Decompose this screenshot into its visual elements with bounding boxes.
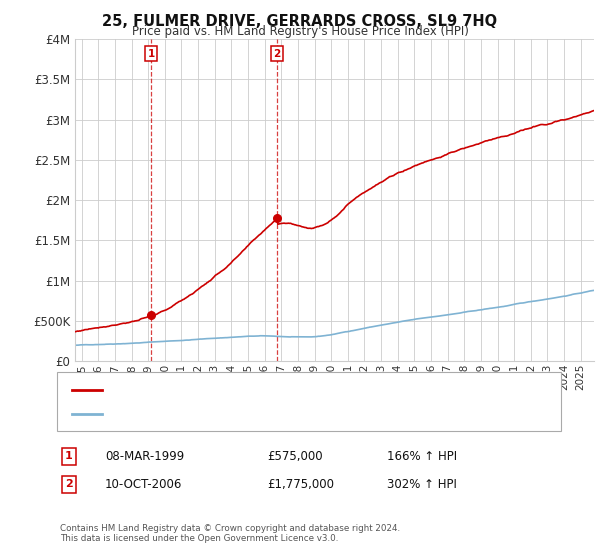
Text: 25, FULMER DRIVE, GERRARDS CROSS, SL9 7HQ: 25, FULMER DRIVE, GERRARDS CROSS, SL9 7H… — [103, 14, 497, 29]
Text: £1,775,000: £1,775,000 — [267, 478, 334, 491]
Text: £575,000: £575,000 — [267, 450, 323, 463]
Text: Price paid vs. HM Land Registry's House Price Index (HPI): Price paid vs. HM Land Registry's House … — [131, 25, 469, 38]
Text: 166% ↑ HPI: 166% ↑ HPI — [387, 450, 457, 463]
Text: 302% ↑ HPI: 302% ↑ HPI — [387, 478, 457, 491]
Text: 1: 1 — [148, 49, 155, 59]
Text: HPI: Average price, detached house, Buckinghamshire: HPI: Average price, detached house, Buck… — [108, 408, 405, 418]
Text: 08-MAR-1999: 08-MAR-1999 — [105, 450, 184, 463]
Text: Contains HM Land Registry data © Crown copyright and database right 2024.
This d: Contains HM Land Registry data © Crown c… — [60, 524, 400, 543]
Text: 25, FULMER DRIVE, GERRARDS CROSS, SL9 7HQ (detached house): 25, FULMER DRIVE, GERRARDS CROSS, SL9 7H… — [108, 385, 473, 395]
Text: 10-OCT-2006: 10-OCT-2006 — [105, 478, 182, 491]
Text: 1: 1 — [65, 451, 73, 461]
Text: 2: 2 — [274, 49, 281, 59]
Text: 2: 2 — [65, 479, 73, 489]
